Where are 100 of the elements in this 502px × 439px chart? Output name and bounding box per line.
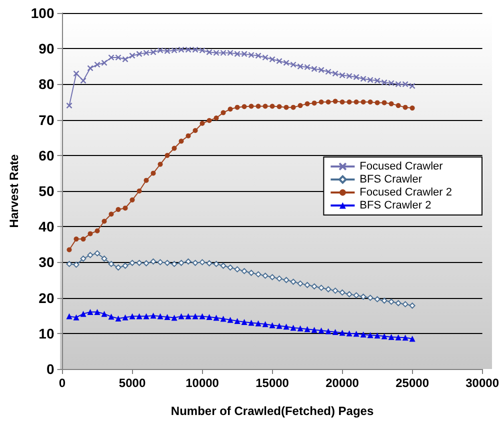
point	[290, 278, 296, 285]
point	[150, 312, 156, 319]
point	[186, 133, 191, 138]
point	[101, 256, 108, 262]
point	[270, 104, 275, 109]
point	[262, 54, 268, 61]
point	[374, 296, 380, 302]
y-tick-label: 60	[38, 147, 54, 164]
point	[66, 313, 72, 320]
point	[339, 289, 346, 296]
point	[374, 100, 380, 106]
point	[409, 302, 416, 309]
point	[290, 324, 296, 331]
point	[115, 315, 122, 322]
point	[206, 260, 212, 266]
point	[213, 50, 220, 56]
point	[192, 313, 198, 320]
point	[87, 252, 94, 258]
point	[325, 68, 332, 75]
x-tick-label: 0	[58, 376, 66, 390]
point	[382, 100, 387, 106]
legend-label: Focused Crawler 2	[360, 186, 452, 198]
point	[367, 76, 374, 84]
point	[129, 52, 136, 59]
point	[178, 138, 184, 144]
point	[255, 52, 262, 59]
point	[80, 256, 86, 262]
point	[144, 178, 149, 183]
point	[276, 104, 282, 110]
point	[255, 320, 262, 326]
point	[178, 260, 184, 266]
point	[220, 316, 226, 322]
point	[269, 322, 276, 328]
point	[283, 277, 290, 283]
point	[340, 100, 345, 104]
point	[192, 46, 198, 53]
point	[248, 52, 254, 58]
point	[66, 102, 72, 109]
point	[353, 74, 360, 80]
point	[88, 231, 93, 236]
point	[108, 54, 114, 61]
point	[220, 262, 226, 269]
point	[220, 50, 226, 56]
point	[234, 50, 240, 58]
point	[346, 330, 352, 336]
point	[164, 260, 170, 266]
point	[157, 259, 164, 266]
point	[368, 100, 373, 104]
point	[94, 309, 100, 316]
point	[129, 260, 136, 266]
point	[185, 258, 192, 264]
y-axis-title: Harvest Rate	[7, 154, 21, 228]
point	[164, 48, 170, 54]
point	[388, 298, 394, 305]
point	[200, 120, 205, 126]
point	[346, 100, 352, 104]
point	[395, 81, 402, 88]
point	[402, 81, 408, 88]
point	[255, 271, 262, 278]
point	[73, 262, 80, 268]
point	[158, 162, 163, 167]
point	[374, 78, 380, 84]
point	[66, 247, 72, 252]
point	[136, 188, 142, 194]
point	[318, 100, 324, 104]
point	[227, 50, 234, 56]
y-tick-label: 0	[46, 361, 54, 377]
y-tick-label: 20	[38, 290, 54, 306]
point	[395, 300, 402, 306]
point	[94, 250, 100, 256]
point	[116, 207, 121, 212]
point	[227, 316, 234, 323]
point	[206, 314, 212, 320]
point	[234, 318, 240, 324]
point	[262, 104, 268, 109]
point	[262, 321, 268, 328]
x-tick-label: 5000	[118, 376, 146, 390]
point	[360, 100, 366, 104]
point	[192, 128, 198, 133]
point	[234, 266, 240, 272]
point	[171, 314, 178, 321]
point	[66, 260, 72, 267]
point	[172, 146, 177, 151]
point	[318, 66, 324, 74]
point	[374, 332, 380, 339]
point	[164, 314, 170, 320]
point	[94, 228, 100, 234]
point	[276, 58, 282, 64]
point	[354, 100, 359, 104]
y-tick-label: 50	[38, 183, 54, 199]
point	[332, 98, 338, 104]
point	[136, 313, 142, 320]
point	[304, 64, 310, 70]
point	[396, 103, 401, 108]
point	[325, 286, 332, 292]
point	[178, 313, 184, 320]
point	[248, 104, 254, 109]
point	[234, 104, 240, 110]
y-tick-label: 90	[38, 40, 54, 57]
y-tick-label: 80	[38, 76, 54, 92]
